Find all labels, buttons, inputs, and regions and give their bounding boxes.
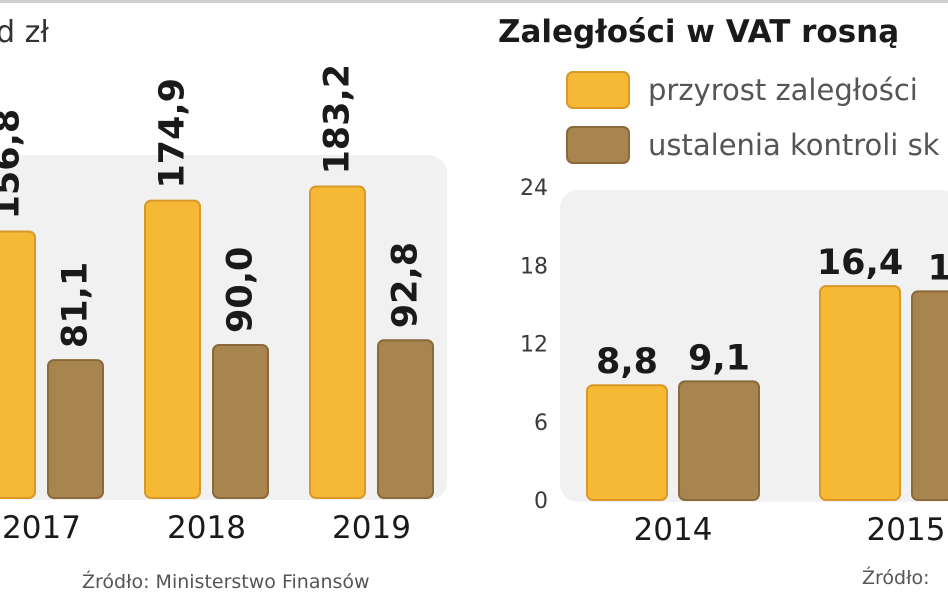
right-bar-s0-2014 bbox=[586, 384, 668, 502]
right-value-label-s1-2014: 9,1 bbox=[688, 338, 750, 378]
left-chart-source: Źródło: Ministerstwo Finansów bbox=[82, 570, 370, 593]
y-tick-label-0: 0 bbox=[534, 489, 548, 514]
left-category-label-2018: 2018 bbox=[167, 510, 246, 546]
right-chart-source: Źródło: bbox=[862, 566, 930, 589]
right-chart: Zaległości w VAT rosną przyrost zaległoś… bbox=[498, 14, 948, 589]
y-tick-label-24: 24 bbox=[520, 176, 548, 201]
left-bar-s1-2018 bbox=[212, 344, 269, 499]
left-bar-s0-2019 bbox=[309, 185, 366, 499]
left-value-label-s1-2019: 92,8 bbox=[386, 242, 426, 328]
left-chart: d zł 156,8 174,9 183,2 81,1 90,0 92,8 2017 201… bbox=[0, 15, 447, 593]
legend-swatch-primary bbox=[566, 71, 630, 109]
y-tick-label-6: 6 bbox=[534, 411, 548, 436]
left-value-label-s1-2018: 90,0 bbox=[221, 247, 261, 333]
left-bar-s1-2017 bbox=[47, 359, 104, 499]
right-chart-title: Zaległości w VAT rosną bbox=[498, 14, 899, 50]
right-value-label-s1-2015: 16 bbox=[928, 248, 948, 288]
legend-label-secondary: ustalenia kontroli sk bbox=[648, 128, 940, 162]
right-bar-s1-2014 bbox=[678, 380, 760, 501]
left-category-label-2019: 2019 bbox=[332, 510, 411, 546]
left-category-label-2017: 2017 bbox=[2, 510, 81, 546]
left-value-label-s0-2019: 183,2 bbox=[318, 64, 358, 175]
left-value-label-s1-2017: 81,1 bbox=[56, 262, 96, 348]
right-bar-s1-2015 bbox=[911, 290, 948, 501]
right-value-label-s0-2015: 16,4 bbox=[817, 243, 903, 283]
right-category-label-2014: 2014 bbox=[634, 512, 713, 548]
right-bar-s0-2015 bbox=[819, 285, 901, 501]
legend-label-primary: przyrost zaległości bbox=[648, 73, 918, 107]
y-tick-label-12: 12 bbox=[520, 333, 548, 358]
left-bar-s0-2017 bbox=[0, 230, 36, 499]
top-rule bbox=[0, 0, 948, 3]
legend-swatch-secondary bbox=[566, 126, 630, 164]
right-category-label-2015: 2015 bbox=[867, 512, 946, 548]
left-bar-s1-2019 bbox=[377, 339, 434, 499]
left-chart-unit-label: d zł bbox=[0, 15, 49, 50]
left-bar-s0-2018 bbox=[144, 199, 201, 499]
left-value-label-s0-2018: 174,9 bbox=[153, 78, 193, 189]
y-tick-label-18: 18 bbox=[520, 254, 548, 279]
left-value-label-s0-2017: 156,8 bbox=[0, 109, 28, 220]
right-value-label-s0-2014: 8,8 bbox=[596, 342, 658, 382]
